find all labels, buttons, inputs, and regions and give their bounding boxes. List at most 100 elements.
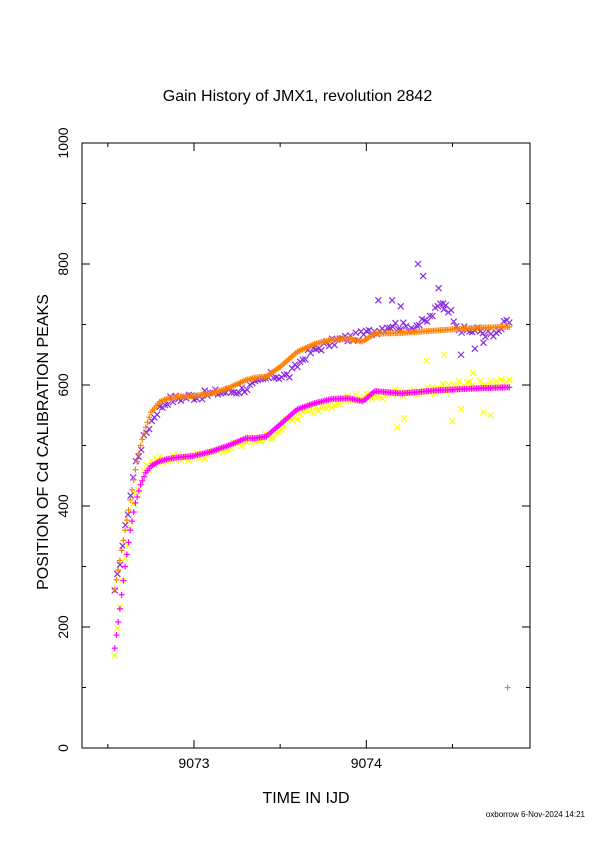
series-2-point [111, 586, 118, 593]
y-tick-label: 200 [55, 615, 71, 639]
series-3-point [487, 378, 495, 385]
series-1-point [423, 318, 431, 325]
series-1-point [402, 322, 410, 330]
y-tick-label: 0 [55, 744, 71, 752]
series-3-point [336, 400, 344, 408]
series-2-point [135, 450, 142, 457]
series-2-point [141, 430, 148, 437]
series-1-point [121, 521, 129, 529]
series-1-outlier [419, 272, 427, 280]
series-2-point [125, 507, 132, 514]
series-1-point [450, 318, 458, 325]
series-2-point [130, 476, 137, 483]
series-3-outlier [469, 369, 477, 377]
series-1-outlier [471, 345, 479, 353]
series-2-point [137, 442, 144, 449]
series-1-outlier [374, 296, 382, 304]
series-3-point [201, 455, 209, 463]
series-3-outlier [393, 423, 401, 431]
series-1-point [429, 312, 436, 320]
y-tick-label: 1000 [55, 127, 71, 158]
series-1-point [437, 300, 444, 308]
series-2-point [116, 557, 123, 564]
series-3-outlier [440, 351, 448, 359]
series-2-point [128, 486, 135, 493]
series-3-point [323, 405, 331, 413]
series-3-point [288, 416, 296, 424]
series-1-point [299, 356, 307, 364]
series-1-point [426, 312, 434, 320]
series-1-point [280, 371, 288, 379]
series-1-point [116, 561, 124, 569]
series-1-point [325, 342, 333, 350]
series-1-outlier [397, 302, 405, 310]
series-2-point [506, 323, 513, 330]
series-4-point [120, 577, 127, 584]
series-4-point [135, 487, 142, 494]
series-4-point [132, 499, 139, 506]
series-1-point [312, 345, 320, 353]
series-2-point [123, 517, 130, 524]
series-1-point [482, 333, 489, 341]
y-tick-label: 800 [55, 252, 71, 276]
series-2-point [118, 547, 125, 554]
series-3-point [124, 542, 132, 549]
series-2-point [127, 496, 134, 503]
series-3-point [278, 426, 286, 434]
series-4-point [134, 493, 141, 500]
series-1-point [415, 321, 423, 329]
series-3-point [238, 442, 246, 450]
series-3-outlier [449, 417, 456, 425]
series-3-outlier [400, 414, 408, 422]
series-2-point [132, 466, 139, 473]
series-3-point [492, 377, 500, 385]
series-1-point [113, 570, 121, 578]
series-3-point [466, 378, 474, 386]
series-1-point [243, 386, 251, 394]
series-4-point [115, 618, 122, 625]
series-1-point [286, 373, 293, 381]
series-4-point [127, 527, 134, 534]
series-1-point [235, 389, 243, 397]
series-2-point [120, 537, 127, 544]
series-2-point [115, 567, 122, 574]
series-1-point [227, 388, 235, 396]
series-3-point [121, 554, 129, 562]
plot-frame [81, 142, 531, 749]
timestamp-footer: oxborrow 6-Nov-2024 14:21 [485, 810, 585, 819]
series-1-point [124, 511, 132, 518]
series-3-point [476, 377, 484, 385]
series-3-point [137, 478, 145, 486]
series-3-point [309, 409, 317, 417]
series-4-point [141, 473, 148, 480]
series-4-point [118, 591, 125, 598]
series-3-point [505, 376, 513, 384]
series-3-point [143, 461, 150, 469]
series-2-point [139, 436, 146, 443]
series-1-point [127, 492, 135, 500]
y-tick-label: 600 [55, 373, 71, 397]
series-3-point [111, 651, 119, 659]
series-3-point [315, 407, 323, 415]
series-2-point [113, 576, 120, 583]
series-1-point [447, 306, 455, 314]
series-1-point [307, 349, 315, 357]
series-1-point [413, 322, 421, 330]
series-4-point [116, 605, 123, 612]
series-1-point [331, 341, 338, 349]
series-3-point [439, 380, 447, 388]
series-2-point [144, 419, 151, 426]
series-4-point [111, 645, 118, 652]
series-1-outlier [440, 305, 448, 313]
chart-title: Gain History of JMX1, revolution 2842 [162, 88, 433, 105]
series-1-point [392, 319, 399, 327]
series-1-point [153, 411, 161, 418]
series-3-outlier [423, 357, 431, 365]
series-1-point [365, 326, 373, 334]
series-4-point [125, 539, 132, 546]
y-axis-label: POSITION OF Cd CALIBRATION PEAKS [35, 294, 52, 590]
series-1-point [164, 401, 172, 408]
x-tick-label: 9074 [351, 755, 382, 771]
y-tick-label: 400 [55, 494, 71, 518]
series-1-outlier [414, 260, 422, 268]
